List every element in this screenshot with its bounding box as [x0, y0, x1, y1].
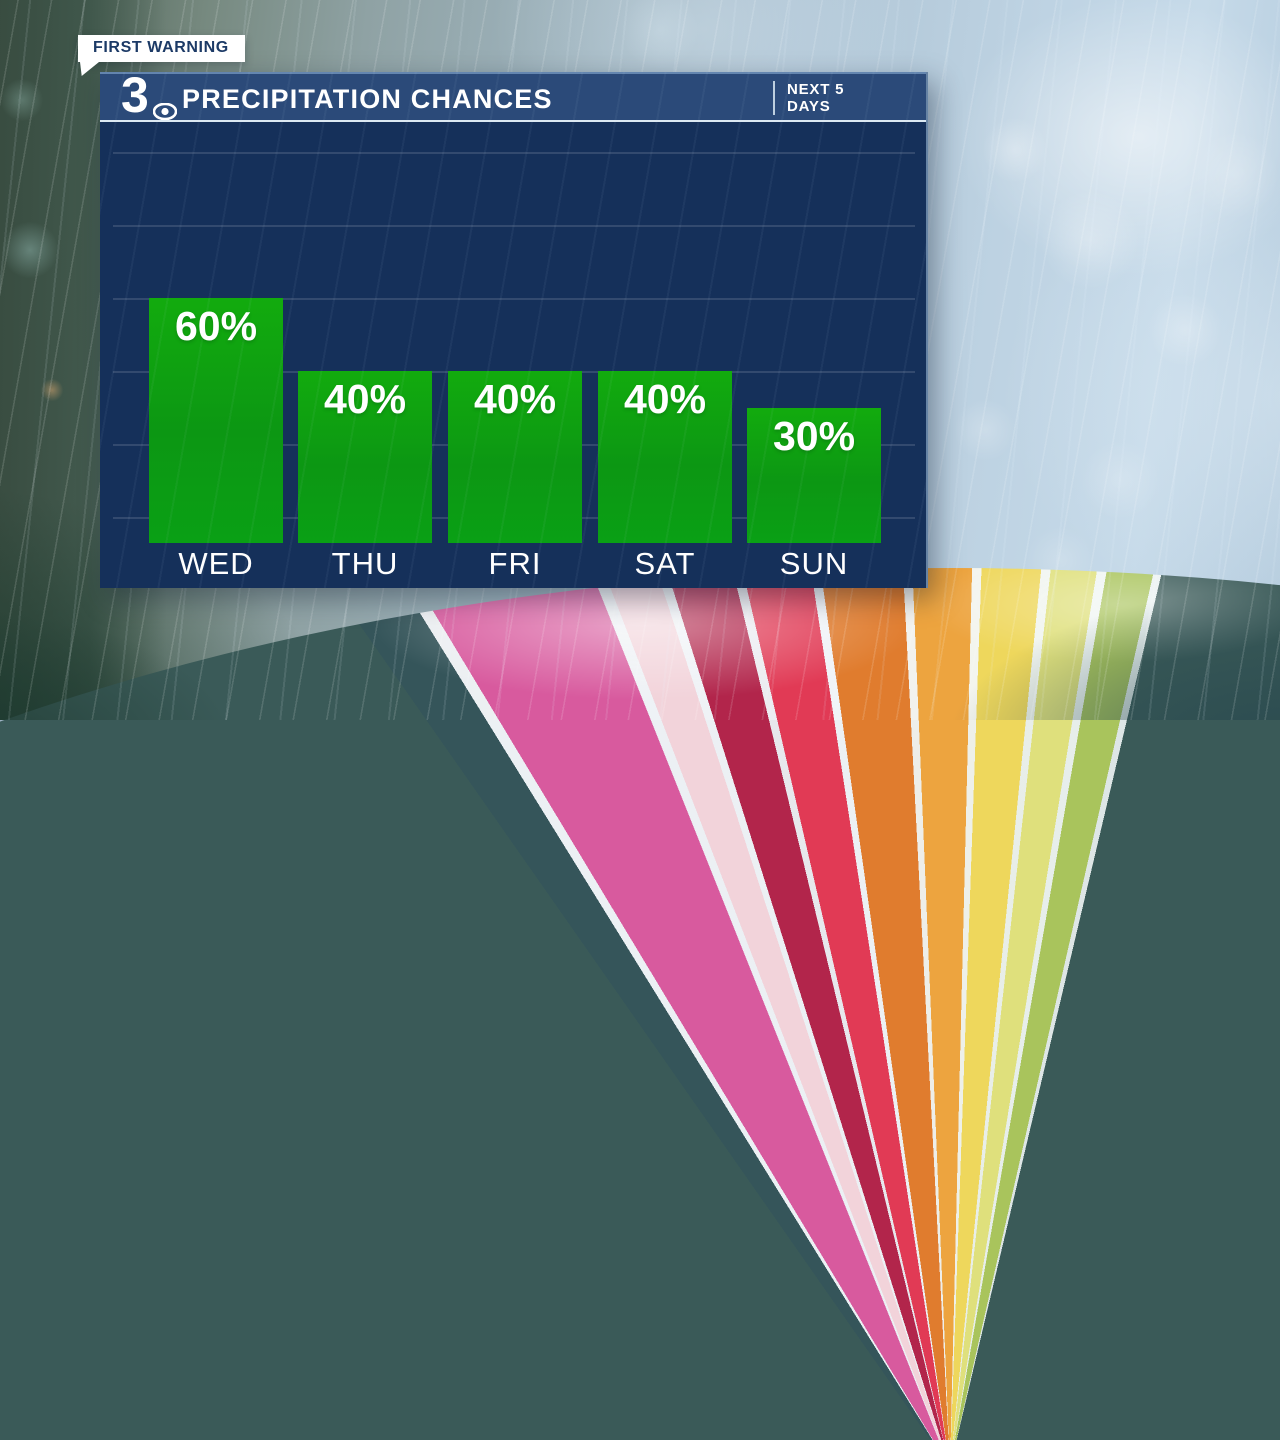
- panel-header: 3 PRECIPITATION CHANCES NEXT 5 DAYS: [100, 67, 926, 123]
- bar-category-label: THU: [331, 546, 399, 581]
- gridline: [113, 152, 915, 154]
- bar-column: 60% WED: [149, 122, 283, 588]
- bar-column: 40% FRI: [448, 122, 582, 588]
- page-title: PRECIPITATION CHANCES: [182, 84, 553, 114]
- bar-column: 30% SUN: [747, 122, 881, 588]
- bar-category-label: FRI: [488, 546, 542, 581]
- bar: 40%: [598, 371, 732, 543]
- bar-value-label: 40%: [473, 376, 557, 422]
- channel-3-logo: 3: [121, 67, 177, 123]
- bar-column: 40% THU: [298, 122, 432, 588]
- gridline: [113, 225, 915, 227]
- timeframe-line2: DAYS: [787, 98, 831, 115]
- bar-column: 40% SAT: [598, 122, 732, 588]
- bar: 40%: [448, 371, 582, 543]
- header-divider: [100, 120, 926, 122]
- bar-value-label: 40%: [323, 376, 407, 422]
- bar-category-label: SUN: [779, 546, 849, 581]
- bar-chart: 60% WED 40% THU 40% FRI 40% SAT 30% SUN: [100, 122, 926, 588]
- bar-value-label: 30%: [772, 412, 856, 459]
- timeframe-label: NEXT 5 DAYS: [773, 81, 844, 115]
- gridline: [113, 298, 915, 300]
- bar-value-label: 40%: [623, 376, 707, 422]
- timeframe-line1: NEXT 5: [787, 81, 845, 98]
- bar-category-label: WED: [178, 546, 254, 581]
- bar-category-label: SAT: [634, 546, 696, 581]
- bar: 60%: [149, 298, 283, 543]
- first-warning-badge: FIRST WARNING: [78, 35, 245, 62]
- bar: 40%: [298, 371, 432, 543]
- precipitation-panel: 3 PRECIPITATION CHANCES NEXT 5 DAYS 60% …: [100, 67, 928, 588]
- cbs-eye-icon: [153, 103, 177, 120]
- bar-value-label: 60%: [174, 303, 258, 349]
- bar: 30%: [747, 407, 881, 543]
- channel-number: 3: [121, 67, 149, 123]
